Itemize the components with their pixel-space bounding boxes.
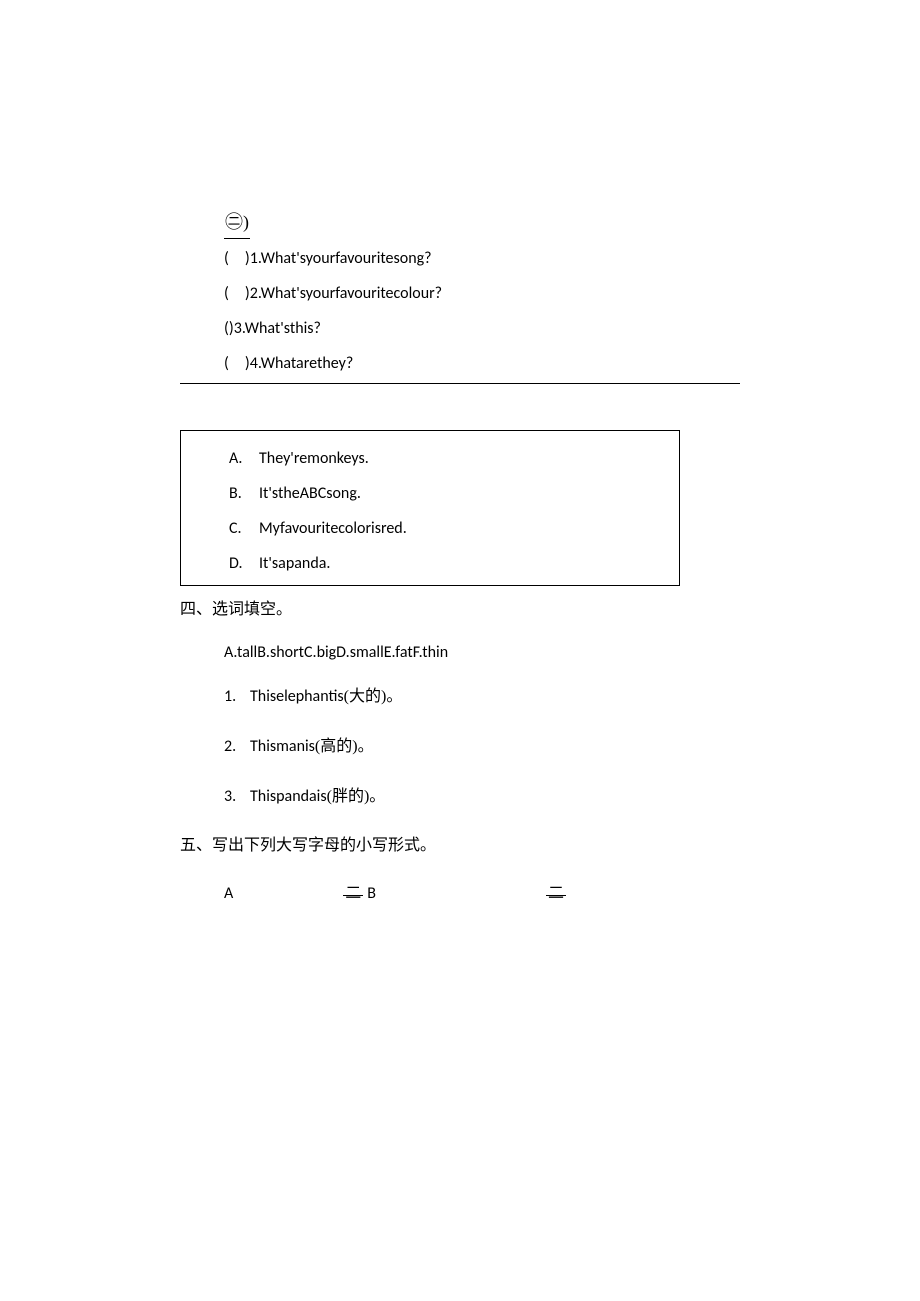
q3-1-num: 1. <box>250 249 261 268</box>
q3-2-text: What'syourfavouritecolour? <box>261 284 442 303</box>
opt-b: B. It'stheABCsong. <box>181 476 679 511</box>
opt-b-letter: B. <box>229 476 255 511</box>
opt-d-letter: D. <box>229 546 255 581</box>
section3-marker-line: ㊁) <box>180 206 740 239</box>
section3-circled-marker: ㊁) <box>224 206 250 239</box>
blank-after-b: 二 <box>546 879 566 896</box>
q3-1-prefix: ( ) <box>224 249 250 268</box>
opt-b-text: It'stheABCsong. <box>259 484 361 503</box>
q3-2-num: 2. <box>250 284 261 303</box>
q3-4-num: 4. <box>250 354 261 373</box>
q3-2: ( )2.What'syourfavouritecolour? <box>180 280 740 309</box>
q3-3-prefix: () <box>224 319 234 338</box>
q3-3: ()3.What'sthis? <box>180 315 740 344</box>
opt-c: C. Myfavouritecolorisred. <box>181 511 679 546</box>
q3-4: ( )4.Whatarethey? <box>180 350 740 384</box>
fill-2-num: 2. <box>224 737 246 756</box>
q3-1: ( )1.What'syourfavouritesong? <box>180 245 740 274</box>
fill-3-post: 。 <box>369 788 385 805</box>
opt-c-text: Myfavouritecolorisred. <box>259 519 407 538</box>
fill-1-pre: Thiselephantis <box>250 687 344 706</box>
fill-2: 2. Thismanis(高的)。 <box>180 732 740 756</box>
q3-3-text: What'sthis? <box>245 319 321 338</box>
opt-a: A. They'remonkeys. <box>181 441 679 476</box>
fill-2-pre: Thismanis <box>250 737 315 756</box>
opt-d-text: It'sapanda. <box>259 554 330 573</box>
blank-after-a: 二 <box>343 879 363 896</box>
fill-1-num: 1. <box>224 687 246 706</box>
fill-2-paren: (高的) <box>315 738 358 755</box>
fill-1: 1. Thiselephantis(大的)。 <box>180 682 740 706</box>
fill-3-num: 3. <box>224 787 246 806</box>
fill-3-pre: Thispandais <box>250 787 327 806</box>
section4-choices: A.tallB.shortC.bigD.smallE.fatF.thin <box>180 643 740 662</box>
letter-b: B <box>367 884 376 903</box>
answer-options-box: A. They'remonkeys. B. It'stheABCsong. C.… <box>180 430 680 587</box>
fill-2-post: 。 <box>358 738 374 755</box>
fill-1-post: 。 <box>386 688 402 705</box>
fill-1-paren: (大的) <box>344 688 387 705</box>
q3-4-prefix: ( ) <box>224 354 250 373</box>
section5-title: 五、写出下列大写字母的小写形式。 <box>180 832 740 861</box>
letter-a: A <box>224 884 233 903</box>
q3-4-text: Whatarethey? <box>261 354 354 373</box>
opt-d: D. It'sapanda. <box>181 546 679 581</box>
opt-a-letter: A. <box>229 441 255 476</box>
opt-c-letter: C. <box>229 511 255 546</box>
fill-3-paren: (胖的) <box>327 788 370 805</box>
letter-row: A 二 B 二 <box>180 879 740 903</box>
q3-2-prefix: ( ) <box>224 284 250 303</box>
fill-3: 3. Thispandais(胖的)。 <box>180 782 740 806</box>
q3-3-num: 3. <box>234 319 245 338</box>
opt-a-text: They'remonkeys. <box>259 449 369 468</box>
section4-title: 四、选词填空。 <box>180 596 740 625</box>
worksheet-page: ㊁) ( )1.What'syourfavouritesong? ( )2.Wh… <box>0 0 920 983</box>
q3-1-text: What'syourfavouritesong? <box>261 249 432 268</box>
